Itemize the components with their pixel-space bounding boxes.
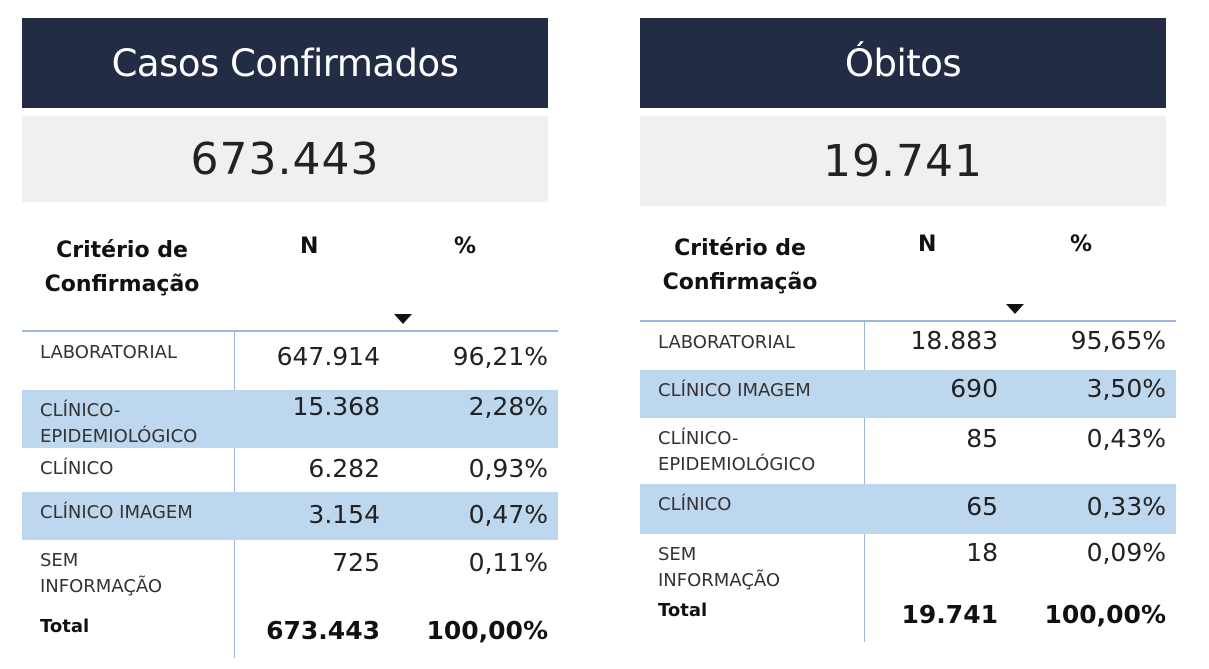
row-label: CLÍNICO- EPIDEMIOLÓGICO [658, 428, 816, 475]
row-percent: 0,93% [468, 454, 548, 483]
table-body: LABORATORIAL 18.883 95,65% CLÍNICO IMAGE… [640, 322, 1176, 642]
table-row[interactable]: SEM INFORMAÇÃO 18 0,09% [640, 534, 1176, 598]
total-big-number: 19.741 [640, 116, 1166, 206]
table-header: Critério de Confirmação N % [640, 220, 1176, 322]
header-percent[interactable]: % [454, 234, 477, 259]
row-n: 6.282 [308, 454, 380, 483]
total-percent: 100,00% [1044, 600, 1166, 629]
table-row-total[interactable]: Total 673.443 100,00% [22, 606, 558, 658]
table-row[interactable]: CLÍNICO IMAGEM 690 3,50% [640, 370, 1176, 418]
table-row[interactable]: CLÍNICO- EPIDEMIOLÓGICO 85 0,43% [640, 418, 1176, 484]
row-label: CLÍNICO IMAGEM [658, 380, 811, 401]
header-percent[interactable]: % [1070, 232, 1093, 257]
row-percent: 0,33% [1086, 492, 1166, 521]
table-row-total[interactable]: Total 19.741 100,00% [640, 598, 1176, 642]
row-percent: 0,47% [468, 500, 548, 529]
total-n: 673.443 [266, 616, 380, 645]
row-percent: 0,09% [1086, 538, 1166, 567]
table-row[interactable]: CLÍNICO IMAGEM 3.154 0,47% [22, 492, 558, 540]
row-n: 15.368 [292, 392, 380, 421]
row-n: 18 [966, 538, 998, 567]
header-n[interactable]: N [300, 234, 319, 259]
sort-descending-icon[interactable] [1006, 304, 1024, 314]
row-label: LABORATORIAL [658, 332, 795, 353]
row-label: CLÍNICO IMAGEM [40, 502, 193, 523]
table-row[interactable]: LABORATORIAL 18.883 95,65% [640, 322, 1176, 370]
header-n[interactable]: N [918, 232, 937, 257]
row-n: 18.883 [910, 326, 998, 355]
row-label: CLÍNICO [40, 458, 114, 479]
table-header: Critério de Confirmação N % [22, 222, 558, 332]
row-label: LABORATORIAL [40, 342, 177, 363]
row-percent: 95,65% [1070, 326, 1166, 355]
total-label: Total [40, 616, 90, 637]
criteria-table: Critério de Confirmação N % LABORATORIAL… [22, 222, 558, 658]
deaths-panel: Óbitos 19.741 Critério de Confirmação N … [640, 18, 1176, 642]
total-percent: 100,00% [426, 616, 548, 645]
table-row[interactable]: CLÍNICO 65 0,33% [640, 484, 1176, 534]
row-n: 65 [966, 492, 998, 521]
row-n: 725 [332, 548, 380, 577]
sort-descending-icon[interactable] [394, 314, 412, 324]
table-row[interactable]: CLÍNICO- EPIDEMIOLÓGICO 15.368 2,28% [22, 390, 558, 448]
table-row[interactable]: CLÍNICO 6.282 0,93% [22, 448, 558, 492]
table-body: LABORATORIAL 647.914 96,21% CLÍNICO- EPI… [22, 332, 558, 658]
row-percent: 0,43% [1086, 424, 1166, 453]
header-criteria[interactable]: Critério de Confirmação [662, 236, 818, 295]
row-n: 85 [966, 424, 998, 453]
row-label: SEM INFORMAÇÃO [40, 550, 163, 597]
row-percent: 2,28% [468, 392, 548, 421]
row-label: SEM INFORMAÇÃO [658, 544, 781, 591]
total-label: Total [658, 600, 708, 621]
row-n: 3.154 [308, 500, 380, 529]
row-label: CLÍNICO- EPIDEMIOLÓGICO [40, 400, 198, 447]
row-percent: 0,11% [468, 548, 548, 577]
row-label: CLÍNICO [658, 494, 732, 515]
total-n: 19.741 [901, 600, 998, 629]
row-n: 647.914 [276, 342, 380, 371]
row-percent: 3,50% [1086, 374, 1166, 403]
confirmed-cases-panel: Casos Confirmados 673.443 Critério de Co… [22, 18, 558, 658]
table-row[interactable]: SEM INFORMAÇÃO 725 0,11% [22, 540, 558, 606]
criteria-table: Critério de Confirmação N % LABORATORIAL… [640, 220, 1176, 642]
panel-title: Óbitos [640, 18, 1166, 108]
column-divider [864, 322, 865, 642]
row-percent: 96,21% [452, 342, 548, 371]
total-big-number: 673.443 [22, 116, 548, 202]
row-n: 690 [950, 374, 998, 403]
header-criteria[interactable]: Critério de Confirmação [44, 238, 200, 297]
panel-title: Casos Confirmados [22, 18, 548, 108]
table-row[interactable]: LABORATORIAL 647.914 96,21% [22, 332, 558, 390]
